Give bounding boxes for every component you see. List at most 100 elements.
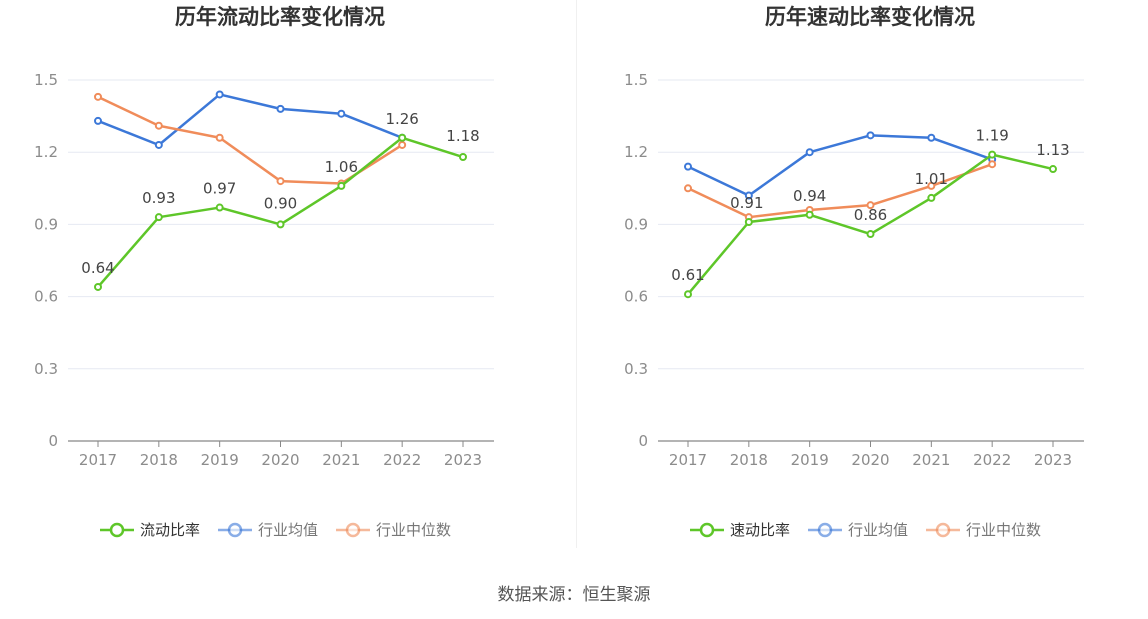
legend-label: 速动比率	[730, 521, 790, 539]
y-tick-label: 0.3	[34, 360, 58, 378]
series-line-industry-avg	[687, 134, 993, 197]
x-tick-label: 2019	[201, 451, 239, 469]
data-point	[154, 213, 163, 222]
y-tick-label: 1.2	[624, 143, 648, 161]
x-tick-label: 2022	[383, 451, 421, 469]
data-label: 0.61	[671, 266, 704, 284]
legend-label: 行业均值	[848, 521, 908, 539]
data-point	[154, 121, 163, 130]
data-point	[94, 92, 102, 101]
x-tick-label: 2018	[140, 451, 178, 469]
data-label: 0.90	[264, 194, 297, 212]
x-tick-label: 2018	[730, 451, 768, 469]
y-tick-label: 1.5	[34, 71, 58, 89]
data-label: 0.64	[81, 259, 114, 277]
data-point	[276, 104, 285, 113]
data-label: 0.91	[730, 194, 763, 212]
y-tick-label: 0	[638, 432, 648, 450]
data-point	[988, 150, 997, 159]
x-tick-label: 2022	[973, 451, 1011, 469]
chart-title: 历年速动比率变化情况	[765, 5, 975, 29]
data-point	[276, 220, 285, 229]
data-point	[276, 177, 285, 186]
series-line-industry-median	[687, 163, 993, 219]
x-tick-label: 2019	[791, 451, 829, 469]
data-point	[866, 201, 875, 210]
legend-label: 行业均值	[258, 521, 318, 539]
data-point	[744, 217, 753, 226]
series-line-industry-avg	[97, 93, 403, 147]
legend-marker-icon	[935, 522, 951, 538]
data-point	[744, 191, 753, 200]
legend-item[interactable]: 速动比率	[690, 521, 790, 539]
x-tick-label: 2023	[1034, 451, 1072, 469]
chart-panel-2: 历年速动比率变化情况 0 0.3 0.6 0.9 1.2 1.5 2017 2018 2019 20…	[624, 5, 1084, 539]
legend-item[interactable]: 行业中位数	[336, 521, 451, 539]
data-point	[927, 181, 936, 190]
data-point	[215, 203, 224, 212]
panel-divider	[576, 0, 577, 548]
y-tick-label: 1.5	[624, 71, 648, 89]
x-tick-label: 2020	[851, 451, 889, 469]
data-label: 1.19	[975, 127, 1008, 145]
data-point	[337, 181, 346, 190]
x-tick-label: 2017	[669, 451, 707, 469]
y-tick-label: 0.3	[624, 360, 648, 378]
y-tick-label: 0.6	[34, 288, 58, 306]
data-point	[988, 160, 997, 169]
legend-label: 流动比率	[140, 521, 200, 539]
data-label: 1.06	[325, 158, 358, 176]
data-point	[94, 116, 102, 125]
x-tick-label: 2020	[261, 451, 299, 469]
data-label: 0.94	[793, 187, 826, 205]
data-point	[1049, 165, 1057, 174]
charts-canvas: 历年流动比率变化情况 0 0.3 0.6 0.9 1.2 1.5 2017 2018 2019 20…	[34, 5, 1084, 539]
chart-title: 历年流动比率变化情况	[175, 5, 385, 29]
data-label: 0.93	[142, 189, 175, 207]
data-point	[866, 131, 875, 140]
data-label: 1.01	[915, 170, 948, 188]
data-point	[398, 133, 407, 142]
legend-label: 行业中位数	[376, 521, 451, 539]
y-tick-label: 1.2	[34, 143, 58, 161]
chart-panel-1: 历年流动比率变化情况 0 0.3 0.6 0.9 1.2 1.5 2017 2018 2019 20…	[34, 5, 494, 539]
data-point	[927, 133, 936, 142]
x-tick-label: 2021	[322, 451, 360, 469]
data-point	[927, 193, 936, 202]
data-point	[805, 148, 814, 157]
data-label: 1.13	[1036, 141, 1069, 159]
y-tick-label: 0.9	[624, 215, 648, 233]
data-point	[94, 282, 102, 291]
data-point	[805, 210, 814, 219]
data-point	[215, 133, 224, 142]
data-point	[684, 290, 692, 299]
data-source-label: 数据来源：恒生聚源	[497, 585, 651, 605]
legend-item[interactable]: 行业中位数	[926, 521, 1041, 539]
x-tick-label: 2023	[444, 451, 482, 469]
data-point	[154, 140, 163, 149]
data-label: 1.18	[446, 127, 479, 145]
legend-label: 行业中位数	[966, 521, 1041, 539]
y-tick-label: 0	[48, 432, 58, 450]
legend-marker-icon	[699, 522, 715, 538]
legend-item[interactable]: 行业均值	[808, 521, 908, 539]
data-label: 0.97	[203, 180, 236, 198]
data-point	[866, 230, 875, 239]
data-point	[459, 153, 467, 162]
legend-item[interactable]: 流动比率	[100, 521, 200, 539]
data-label: 1.26	[385, 110, 418, 128]
x-tick-label: 2017	[79, 451, 117, 469]
data-point	[398, 140, 407, 149]
legend-marker-icon	[817, 522, 833, 538]
legend-item[interactable]: 行业均值	[218, 521, 318, 539]
legend-marker-icon	[227, 522, 243, 538]
x-tick-label: 2021	[912, 451, 950, 469]
data-label: 0.86	[854, 206, 887, 224]
legend-marker-icon	[109, 522, 125, 538]
data-point	[337, 109, 346, 118]
y-tick-label: 0.9	[34, 215, 58, 233]
legend-marker-icon	[345, 522, 361, 538]
y-tick-label: 0.6	[624, 288, 648, 306]
data-point	[215, 90, 224, 99]
